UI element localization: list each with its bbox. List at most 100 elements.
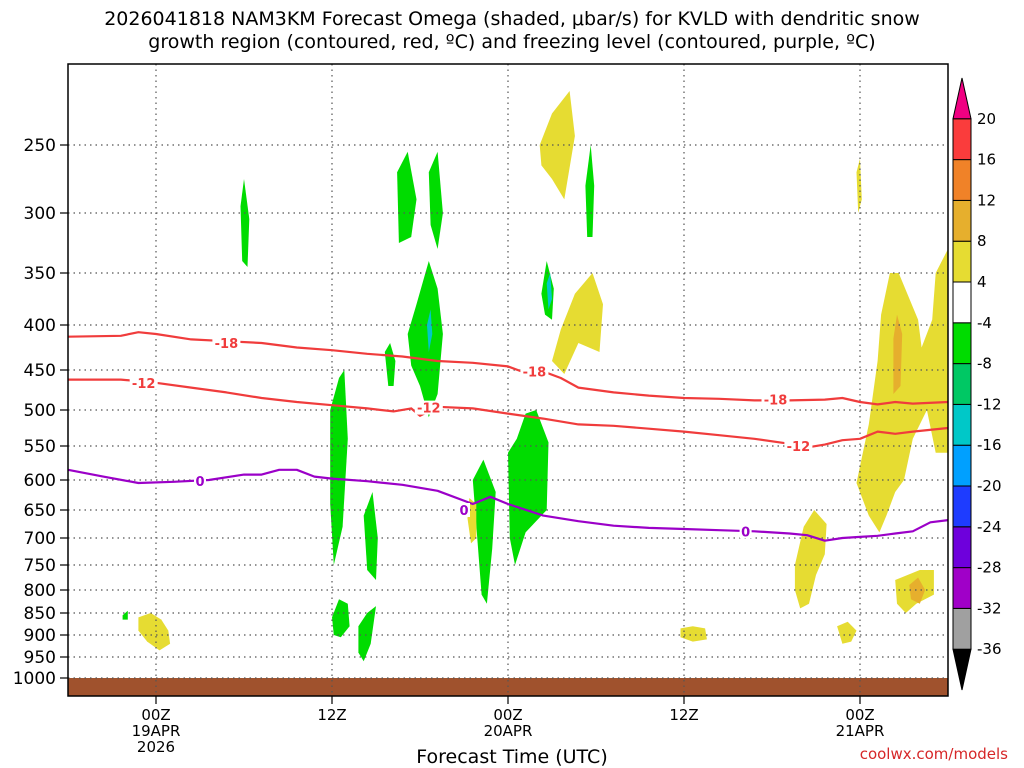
contour-label-bg bbox=[194, 474, 206, 489]
x-tick-sublabel2: 2026 bbox=[137, 738, 175, 756]
contour--18 bbox=[67, 331, 949, 406]
x-tick-label: 12Z bbox=[669, 706, 698, 724]
y-tick-label: 450 bbox=[24, 361, 56, 381]
colorbar-segment bbox=[952, 199, 972, 242]
contour-label-bg bbox=[212, 336, 241, 350]
y-tick-label: 400 bbox=[24, 316, 56, 336]
contour-label: 0 bbox=[459, 504, 468, 519]
colorbar-label: -4 bbox=[977, 314, 992, 332]
colorbar-segment bbox=[952, 77, 972, 120]
x-tick-sublabel: 20APR bbox=[484, 722, 533, 740]
chart-title: 2026041818 NAM3KM Forecast Omega (shaded… bbox=[0, 8, 1024, 54]
y-tick-label: 950 bbox=[24, 648, 56, 668]
colorbar-segment bbox=[952, 567, 972, 609]
y-tick-label: 800 bbox=[24, 581, 56, 601]
x-tick-label: 00Z bbox=[141, 706, 170, 724]
omega-region-0 bbox=[240, 179, 250, 267]
colorbar-segment bbox=[952, 363, 972, 405]
x-tick-sublabel: 19APR bbox=[132, 722, 181, 740]
omega-region-14 bbox=[539, 91, 575, 200]
colorbar-label: 12 bbox=[977, 191, 996, 209]
y-tick-label: 300 bbox=[24, 204, 56, 224]
colorbar-label: -8 bbox=[977, 355, 992, 373]
colorbar-label: -12 bbox=[977, 395, 1002, 413]
colorbar-label: 20 bbox=[977, 110, 996, 128]
colorbar-label: -16 bbox=[977, 436, 1002, 454]
colorbar-label: -36 bbox=[977, 640, 1002, 658]
contour-label: 0 bbox=[741, 525, 750, 540]
y-tick-label: 700 bbox=[24, 529, 56, 549]
colorbar-segment bbox=[952, 444, 972, 487]
omega-region-3 bbox=[332, 599, 350, 638]
omega-region-18 bbox=[680, 626, 707, 642]
contour-label-bg bbox=[739, 524, 752, 539]
y-tick-label: 650 bbox=[24, 501, 56, 521]
x-tick-label: 00Z bbox=[493, 706, 522, 724]
omega-region-24 bbox=[893, 314, 903, 394]
omega-region-7 bbox=[407, 261, 443, 418]
contour-0 bbox=[67, 468, 949, 542]
contour-label: -12 bbox=[132, 377, 156, 392]
contour-label-bg bbox=[784, 439, 813, 453]
colorbar-segment bbox=[952, 403, 972, 446]
omega-region-23 bbox=[856, 158, 862, 213]
colorbar-segment bbox=[952, 281, 972, 324]
omega-region-5 bbox=[397, 151, 417, 243]
colorbar-label: 8 bbox=[977, 232, 987, 250]
axes: 2503003504004505005506006507007508008509… bbox=[13, 63, 949, 756]
colorbar-label: 16 bbox=[977, 151, 996, 169]
omega-region-21 bbox=[856, 249, 948, 533]
omega-region-9 bbox=[472, 459, 496, 604]
y-tick-label: 550 bbox=[24, 437, 56, 457]
colorbar-label: 4 bbox=[977, 273, 987, 291]
colorbar-segment bbox=[952, 159, 972, 201]
omega-region-26 bbox=[427, 309, 433, 352]
contour-label: -18 bbox=[215, 337, 239, 352]
omega-region-11 bbox=[585, 145, 595, 237]
y-tick-label: 350 bbox=[24, 264, 56, 284]
colorbar: -36 -32 -28 -24 -20 -16 -12 -8 -4 4 8 12 16 20 bbox=[952, 77, 1002, 691]
y-tick-label: 250 bbox=[24, 136, 56, 156]
contour--12 bbox=[68, 378, 949, 449]
colorbar-segment bbox=[952, 526, 972, 569]
colorbar-segment bbox=[952, 240, 972, 283]
colorbar-segment bbox=[952, 485, 972, 528]
y-tick-label: 600 bbox=[24, 471, 56, 491]
omega-region-1 bbox=[330, 370, 348, 565]
contour-label-bg bbox=[520, 364, 549, 379]
contour-label-bg bbox=[458, 503, 470, 517]
omega-region-8 bbox=[384, 343, 396, 386]
omega-region-19 bbox=[794, 510, 827, 609]
omega-shading bbox=[122, 91, 948, 662]
contour-label: -18 bbox=[764, 394, 788, 409]
omega-region-4 bbox=[358, 606, 376, 662]
omega-region-15 bbox=[552, 273, 603, 374]
contour-label: -12 bbox=[787, 440, 811, 455]
colorbar-segment bbox=[952, 118, 972, 161]
colorbar-segment bbox=[952, 648, 972, 691]
y-tick-label: 500 bbox=[24, 401, 56, 421]
x-tick-label: 00Z bbox=[845, 706, 874, 724]
y-tick-label: 900 bbox=[24, 626, 56, 646]
omega-region-6 bbox=[428, 151, 443, 249]
contour-label-bg bbox=[761, 392, 790, 407]
omega-region-20 bbox=[837, 621, 857, 644]
y-tick-label: 750 bbox=[24, 556, 56, 576]
y-tick-label: 850 bbox=[24, 604, 56, 624]
contour-label-bg bbox=[414, 400, 443, 415]
x-axis-title: Forecast Time (UTC) bbox=[416, 746, 608, 768]
colorbar-label: -32 bbox=[977, 599, 1002, 617]
colorbar-label: -20 bbox=[977, 477, 1002, 495]
x-tick-sublabel: 21APR bbox=[836, 722, 885, 740]
grid bbox=[68, 64, 948, 696]
chart-title-line1: 2026041818 NAM3KM Forecast Omega (shaded… bbox=[104, 8, 920, 30]
contour-label: -18 bbox=[523, 366, 547, 381]
y-tick-label: 1000 bbox=[13, 669, 56, 689]
contours: -18 -18 -18 -12 -12 -12 0 0 0 bbox=[67, 331, 949, 542]
colorbar-label: -24 bbox=[977, 518, 1002, 536]
omega-region-13 bbox=[122, 610, 128, 620]
colorbar-segment bbox=[952, 322, 972, 365]
contour-label: -12 bbox=[417, 402, 441, 417]
contour-label-bg bbox=[129, 375, 158, 390]
